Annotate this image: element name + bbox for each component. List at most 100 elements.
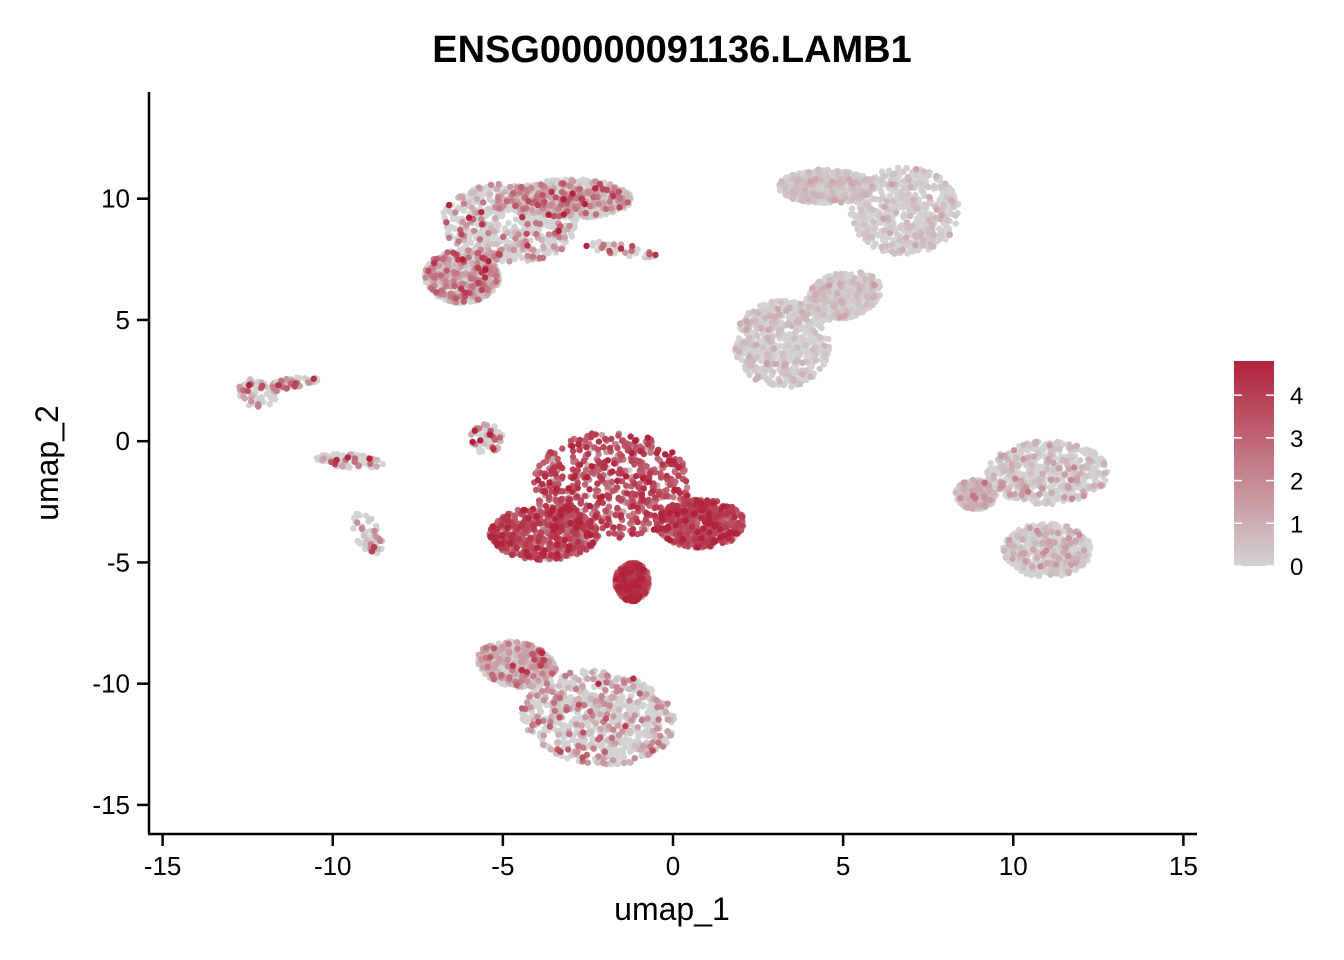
cell-point [546, 247, 554, 254]
cell-point [640, 701, 647, 708]
cell-point [495, 221, 502, 228]
cell-point [579, 667, 586, 675]
cell-point [945, 225, 953, 233]
cell-point [356, 540, 363, 547]
cell-point [870, 243, 877, 250]
cell-point [615, 714, 623, 721]
cell-point [477, 432, 484, 439]
cell-point [760, 301, 767, 309]
cell-point [950, 192, 957, 199]
cell-point [825, 335, 832, 343]
cell-point [899, 168, 907, 176]
cell-point [578, 177, 585, 184]
cell-point [559, 738, 566, 746]
cell-point [952, 220, 959, 227]
cell-point [612, 747, 619, 754]
cell-point [1080, 479, 1087, 486]
cell-point [1092, 451, 1099, 458]
cell-point [1078, 447, 1086, 454]
cell-point [1033, 470, 1040, 477]
cell-point [918, 187, 925, 195]
cell-point [475, 229, 483, 236]
cell-point [798, 324, 806, 331]
cell-point [476, 190, 484, 197]
cell-point [806, 363, 814, 370]
scatter-points [236, 164, 1111, 768]
cell-point [806, 337, 813, 344]
chart-title: ENSG00000091136.LAMB1 [432, 29, 912, 71]
cell-point [536, 707, 544, 714]
cell-point [894, 164, 902, 171]
cell-point [1036, 572, 1043, 579]
cell-point [629, 702, 636, 710]
cell-point [498, 213, 505, 220]
cell-point [513, 216, 520, 223]
cell-point [476, 445, 483, 453]
cell-point [505, 206, 512, 214]
cell-point [886, 192, 894, 199]
cell-point [359, 452, 367, 459]
cell-point [877, 188, 885, 195]
cell-point [295, 374, 303, 382]
cell-point [746, 371, 753, 379]
cell-point [805, 331, 813, 338]
cell-point [1023, 570, 1030, 577]
cell-point [795, 350, 802, 358]
cell-point [519, 715, 526, 723]
cell-point [1068, 458, 1076, 466]
cell-point [495, 429, 503, 436]
cell-point [451, 225, 458, 232]
cell-point [531, 699, 538, 706]
cell-point [646, 702, 654, 710]
cell-point [550, 237, 558, 244]
cell-point [1043, 493, 1051, 500]
cell-point [892, 203, 899, 211]
cell-point [356, 512, 363, 519]
cell-point [466, 238, 473, 245]
cell-point [486, 196, 493, 203]
cell-point [921, 192, 928, 200]
cell-point [987, 460, 994, 467]
cell-point [568, 233, 576, 240]
cell-point [656, 710, 663, 717]
cell-point [266, 401, 273, 408]
cell-point [570, 680, 577, 688]
cell-point [607, 750, 615, 757]
cell-point [644, 709, 651, 716]
cell-point [786, 331, 793, 338]
cell-point [499, 257, 506, 264]
cell-point [1055, 535, 1063, 543]
cell-point [560, 721, 568, 729]
cell-point [777, 342, 784, 350]
cell-point [1017, 447, 1025, 454]
cell-point [1058, 572, 1065, 579]
cell-point [634, 246, 641, 253]
cell-point [818, 324, 825, 332]
cell-point [1047, 484, 1054, 491]
cell-point [620, 753, 627, 761]
cell-point [854, 225, 861, 233]
cell-point [583, 177, 591, 184]
cell-point [856, 231, 863, 238]
cell-point [258, 394, 265, 401]
cell-point [913, 218, 921, 225]
cell-point [379, 460, 386, 468]
cell-point [443, 223, 450, 230]
cell-point [848, 205, 856, 212]
cell-point [581, 694, 588, 702]
cell-point [1055, 495, 1062, 502]
cell-point [879, 232, 886, 239]
cell-point [619, 696, 626, 703]
cell-point [621, 738, 629, 745]
cell-point [927, 200, 934, 207]
cell-point [868, 211, 875, 219]
cell-point [758, 357, 765, 365]
cell-point [350, 525, 357, 532]
cell-point [330, 451, 337, 458]
cell-point [799, 335, 806, 342]
cell-point [909, 248, 916, 255]
cell-point [493, 235, 500, 242]
cell-point [590, 239, 597, 247]
cell-point [900, 212, 907, 220]
